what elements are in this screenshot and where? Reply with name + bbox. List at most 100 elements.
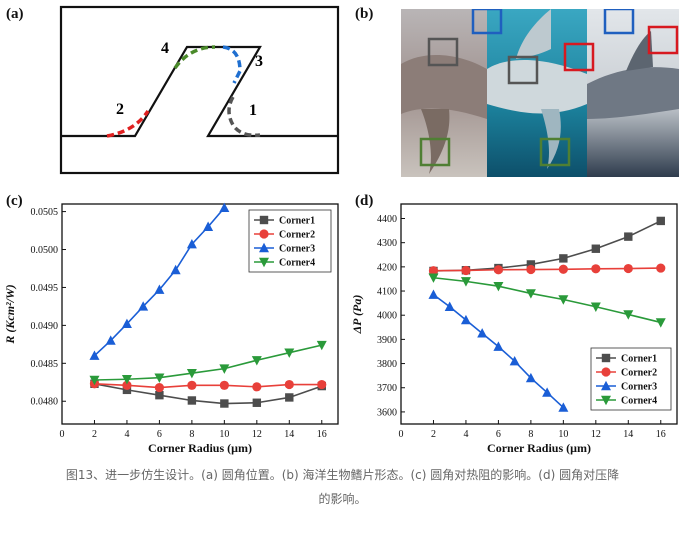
series-corner4 <box>89 340 327 386</box>
y-tick-label: 4100 <box>377 287 397 298</box>
corner-label-3: 3 <box>255 53 263 70</box>
corner-label-4: 4 <box>161 40 169 57</box>
panel-label-b: (b) <box>355 6 374 22</box>
data-point-corner4 <box>428 273 439 283</box>
data-point-corner4 <box>219 364 230 374</box>
data-point-corner4 <box>316 340 327 351</box>
x-tick-label: 6 <box>496 429 501 440</box>
data-point-corner3 <box>428 289 439 299</box>
legend-label: Corner3 <box>621 382 657 393</box>
data-point-corner4 <box>89 375 100 386</box>
data-point-corner2 <box>558 264 568 274</box>
data-point-corner2 <box>656 263 666 273</box>
data-point-corner3 <box>558 402 569 412</box>
data-point-corner3 <box>493 341 504 351</box>
data-point-corner3 <box>460 314 471 325</box>
y-tick-label: 0.0490 <box>31 321 59 332</box>
data-point-corner2 <box>493 265 504 275</box>
y-tick-label: 0.0480 <box>31 397 59 408</box>
data-point-corner4 <box>525 289 536 299</box>
series-line-corner2 <box>94 382 322 389</box>
data-point-corner3 <box>477 328 488 338</box>
fin-box-red-1 <box>563 42 595 72</box>
fin-box-red-2 <box>647 25 679 55</box>
x-tick-label: 12 <box>591 429 601 440</box>
x-tick-label: 2 <box>92 429 97 440</box>
data-point-corner1 <box>526 260 536 269</box>
data-point-corner3 <box>542 387 553 397</box>
data-point-corner4 <box>558 295 569 305</box>
data-point-corner3 <box>509 355 520 366</box>
data-point-corner2 <box>252 382 262 392</box>
x-tick-label: 10 <box>219 429 229 440</box>
data-point-corner2 <box>461 265 471 276</box>
x-tick-label: 8 <box>528 429 533 440</box>
fin-box-green-2 <box>539 137 571 167</box>
series-line-corner4 <box>433 276 661 324</box>
x-tick-label: 16 <box>317 429 327 440</box>
x-tick-label: 14 <box>284 429 294 440</box>
data-point-corner2 <box>591 264 601 274</box>
data-point-corner2 <box>317 379 327 390</box>
data-point-corner1 <box>285 393 294 402</box>
data-point-corner1 <box>220 399 229 408</box>
panel-label-d: (d) <box>355 193 374 209</box>
x-tick-label: 16 <box>656 429 666 440</box>
y-tick-label: 3600 <box>377 407 397 418</box>
data-point-corner3 <box>121 318 132 329</box>
y-tick-label: 3700 <box>377 383 397 394</box>
y-axis-label: ΔP (Pa) <box>350 295 364 335</box>
shark-fin-lower <box>421 109 450 174</box>
data-point-corner3 <box>138 301 149 311</box>
fin-box-gray-2 <box>507 55 539 85</box>
legend-label: Corner4 <box>279 258 315 269</box>
x-tick-label: 10 <box>558 429 568 440</box>
y-tick-label: 3800 <box>377 359 397 370</box>
x-tick-label: 4 <box>124 429 129 440</box>
data-point-corner4 <box>493 281 504 292</box>
data-point-corner2 <box>284 379 294 390</box>
data-point-corner2 <box>154 382 165 393</box>
corner-label-1: 1 <box>249 102 257 119</box>
x-tick-label: 2 <box>431 429 436 440</box>
data-point-corner1 <box>656 216 665 226</box>
series-corner4 <box>428 273 666 328</box>
series-line-corner2 <box>433 267 661 272</box>
legend-label: Corner1 <box>279 216 315 227</box>
legend-label: Corner2 <box>279 230 315 241</box>
fin-box-blue-1 <box>471 9 503 35</box>
y-tick-label: 0.0500 <box>31 245 59 256</box>
corner-label-2: 2 <box>116 101 124 118</box>
data-point-corner4 <box>186 368 197 379</box>
dolphin-body <box>587 67 679 119</box>
x-tick-label: 6 <box>157 429 162 440</box>
series-line-corner4 <box>94 344 322 381</box>
data-point-corner4 <box>655 318 666 328</box>
data-point-corner3 <box>154 284 165 294</box>
x-tick-label: 0 <box>399 429 404 440</box>
fin-box-gray-1 <box>427 37 459 67</box>
data-point-corner3 <box>203 221 214 231</box>
legend-marker <box>259 215 269 225</box>
panel-label-c: (c) <box>6 193 23 209</box>
x-axis-label: Corner Radius (μm) <box>487 441 591 455</box>
y-tick-label: 4200 <box>377 262 397 273</box>
dolphin-fin <box>626 31 653 71</box>
plot-frame <box>61 203 339 425</box>
legend-marker <box>601 380 611 391</box>
data-point-corner3 <box>170 264 181 275</box>
legend-label: Corner3 <box>279 244 315 255</box>
data-point-corner4 <box>590 302 601 312</box>
pressure-drop-chart: 0 2 4 6 8 10 12 14 16 3600 3700 3800 3900 4000 4100 420… <box>350 203 678 455</box>
fish-body <box>487 59 587 114</box>
x-tick-label: 14 <box>623 429 633 440</box>
legend-marker <box>601 353 611 363</box>
data-point-corner4 <box>154 373 165 383</box>
series-line-corner1 <box>94 383 323 405</box>
data-point-corner2 <box>623 263 633 274</box>
x-tick-label: 12 <box>252 429 262 440</box>
data-point-corner3 <box>89 350 100 360</box>
fish-fin-top <box>516 9 551 59</box>
marine-fin-photo <box>401 9 679 177</box>
panel-label-a: (a) <box>6 6 24 22</box>
